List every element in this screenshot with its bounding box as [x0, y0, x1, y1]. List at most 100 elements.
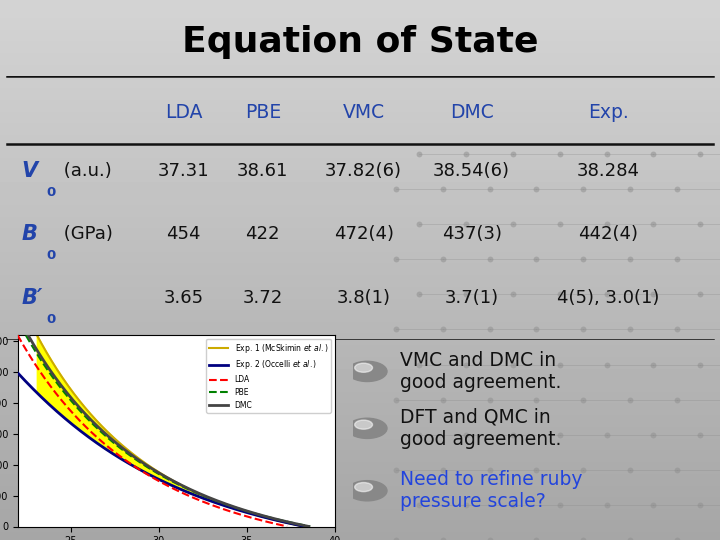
Text: 0: 0 [47, 249, 56, 262]
Point [484, 185, 495, 193]
Point [507, 150, 518, 158]
Point [577, 255, 589, 264]
Point [671, 185, 683, 193]
Point [671, 325, 683, 334]
Point [647, 360, 659, 369]
Text: LDA: LDA [165, 103, 202, 122]
Point [600, 150, 612, 158]
Text: 0: 0 [47, 313, 56, 326]
Text: 0: 0 [47, 186, 56, 199]
Text: VMC: VMC [343, 103, 384, 122]
Text: 38.54(6): 38.54(6) [433, 162, 510, 180]
Point [554, 150, 566, 158]
Point [554, 430, 566, 439]
Text: 38.61: 38.61 [237, 162, 289, 180]
Point [437, 255, 449, 264]
Point [390, 395, 402, 404]
Point [507, 360, 518, 369]
Point [461, 360, 472, 369]
Text: 38.284: 38.284 [577, 162, 640, 180]
Point [554, 360, 566, 369]
Point [413, 150, 425, 158]
Point [577, 185, 589, 193]
Point [507, 290, 518, 299]
Point [624, 536, 636, 540]
Point [671, 395, 683, 404]
Point [390, 255, 402, 264]
Point [671, 255, 683, 264]
Point [718, 536, 720, 540]
Text: 3.65: 3.65 [163, 289, 204, 307]
Point [390, 325, 402, 334]
Point [413, 290, 425, 299]
Point [694, 290, 706, 299]
Point [624, 465, 636, 474]
Text: B: B [22, 224, 37, 245]
Point [671, 536, 683, 540]
Point [413, 430, 425, 439]
Point [507, 430, 518, 439]
Point [390, 465, 402, 474]
Point [437, 185, 449, 193]
Point [390, 536, 402, 540]
Text: VMC and DMC in
good agreement.: VMC and DMC in good agreement. [400, 351, 561, 392]
Text: B′: B′ [22, 288, 43, 308]
Point [461, 150, 472, 158]
Text: 37.31: 37.31 [158, 162, 210, 180]
Point [554, 290, 566, 299]
Point [554, 220, 566, 228]
Circle shape [355, 363, 372, 372]
Point [694, 501, 706, 509]
Point [718, 255, 720, 264]
Point [577, 536, 589, 540]
Point [484, 395, 495, 404]
Point [718, 465, 720, 474]
Text: Need to refine ruby
pressure scale?: Need to refine ruby pressure scale? [400, 470, 582, 511]
Text: 37.82(6): 37.82(6) [325, 162, 402, 180]
Text: 454: 454 [166, 225, 201, 244]
Text: 3.72: 3.72 [243, 289, 283, 307]
Point [531, 395, 542, 404]
Point [671, 465, 683, 474]
Point [484, 325, 495, 334]
Point [413, 220, 425, 228]
Point [647, 501, 659, 509]
Point [484, 536, 495, 540]
Point [437, 465, 449, 474]
Circle shape [347, 481, 387, 501]
Point [531, 536, 542, 540]
Text: 437(3): 437(3) [441, 225, 502, 244]
Point [461, 290, 472, 299]
Text: Equation of State: Equation of State [181, 25, 539, 58]
Point [437, 536, 449, 540]
Point [718, 185, 720, 193]
Point [413, 360, 425, 369]
Point [624, 255, 636, 264]
Text: Exp.: Exp. [588, 103, 629, 122]
Text: (a.u.): (a.u.) [58, 162, 112, 180]
Text: 442(4): 442(4) [578, 225, 639, 244]
Point [600, 360, 612, 369]
Point [577, 395, 589, 404]
Point [577, 325, 589, 334]
Circle shape [355, 420, 372, 429]
Text: 3.7(1): 3.7(1) [444, 289, 499, 307]
Point [484, 255, 495, 264]
Text: DMC: DMC [450, 103, 493, 122]
Point [531, 185, 542, 193]
Point [600, 220, 612, 228]
Text: 4(5), 3.0(1): 4(5), 3.0(1) [557, 289, 660, 307]
Point [437, 395, 449, 404]
Point [600, 290, 612, 299]
Point [694, 150, 706, 158]
Point [718, 395, 720, 404]
Point [531, 325, 542, 334]
Point [577, 465, 589, 474]
Text: 3.8(1): 3.8(1) [337, 289, 391, 307]
Point [694, 360, 706, 369]
Point [461, 220, 472, 228]
Point [694, 220, 706, 228]
Point [647, 290, 659, 299]
Point [694, 430, 706, 439]
Circle shape [347, 418, 387, 438]
